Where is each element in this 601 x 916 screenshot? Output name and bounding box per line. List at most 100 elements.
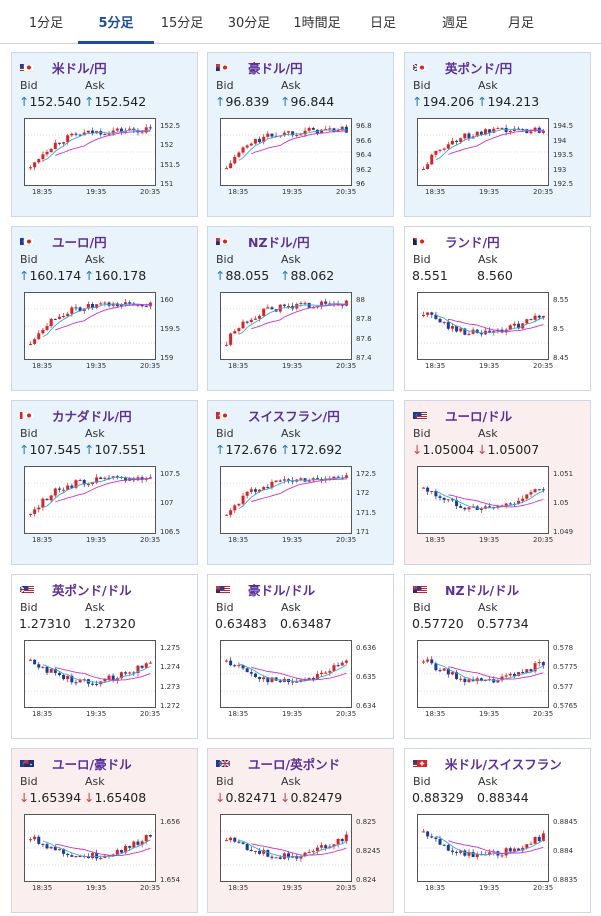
mini-candle-chart[interactable]: 1.051 1.05 1.049 18:35 19:35 20:35	[413, 464, 583, 559]
eu-gb-flag-icon	[216, 758, 231, 768]
currency-pair-title[interactable]: カナダドル/円	[20, 407, 132, 424]
ma-slow-line	[251, 130, 347, 155]
mini-candle-chart[interactable]: 160 159.5 159 18:35 19:35 20:35	[20, 290, 190, 385]
mini-candle-chart[interactable]: 0.8845 0.884 0.8835 18:35 19:35 20:35	[413, 812, 583, 907]
currency-card[interactable]: 米ドル/スイスフラン Bid Ask 0.88329 0.88344 0.884…	[404, 748, 591, 913]
candle-body	[430, 836, 434, 838]
candle-body	[49, 149, 53, 152]
currency-pair-title[interactable]: NZドル/ドル	[413, 581, 519, 598]
currency-pair-title[interactable]: ランド/円	[413, 233, 500, 250]
currency-pair-title[interactable]: 英ポンド/ドル	[19, 581, 132, 598]
candle-body	[434, 314, 438, 319]
candle-body	[324, 672, 328, 674]
currency-card[interactable]: 英ポンド/円 Bid Ask ↑194.206 ↑194.213 194.5 19…	[404, 52, 591, 217]
currency-pair-title[interactable]: スイスフラン/円	[216, 407, 340, 424]
candle-body	[37, 159, 41, 163]
candle-body	[541, 315, 545, 318]
candle-body	[504, 675, 508, 677]
currency-card[interactable]: NZドル/円 Bid Ask ↑88.055 ↑88.062 88 87.8 87.…	[207, 226, 394, 391]
candle-body	[299, 478, 303, 480]
ma-fast-line	[238, 302, 347, 335]
currency-card[interactable]: 米ドル/円 Bid Ask ↑152.540 ↑152.542 152.5 152…	[11, 52, 198, 217]
currency-card[interactable]: ユーロ/円 Bid Ask ↑160.174 ↑160.178 160 159.5…	[11, 226, 198, 391]
currency-card[interactable]: ユーロ/英ポンド Bid Ask ↓0.82471 ↓0.82479 0.825…	[207, 748, 394, 913]
y-axis-tick: 160	[160, 296, 174, 304]
currency-card[interactable]: ランド/円 Bid Ask 8.551 8.560 8.55 8.5 8.45 18:…	[404, 226, 591, 391]
trend-arrow-icon: ↓	[477, 442, 488, 457]
mini-candle-chart[interactable]: 0.578 0.5775 0.577 0.5765 18:35 19:35 20:35	[413, 638, 583, 733]
candle-body	[237, 841, 241, 843]
mini-candle-chart[interactable]: 0.825 0.8245 0.824 18:35 19:35 20:35	[216, 812, 386, 907]
currency-card[interactable]: スイスフラン/円 Bid Ask ↑172.676 ↑172.692 172.5…	[207, 400, 394, 565]
candle-body	[144, 306, 148, 308]
candle-body	[49, 669, 53, 673]
bid-value: 1.27310	[19, 616, 71, 631]
candle-body	[270, 307, 274, 310]
candle-body	[253, 850, 257, 852]
currency-pair-title[interactable]: 米ドル/スイスフラン	[413, 755, 562, 772]
mini-candle-chart[interactable]: 88 87.8 87.6 87.4 18:35 19:35 20:35	[216, 290, 386, 385]
tab-5[interactable]: 日足	[369, 16, 396, 31]
mini-candle-chart[interactable]: 172.5 172 171.5 171 18:35 19:35 20:35	[216, 464, 386, 559]
candle-body	[422, 169, 425, 171]
currency-card[interactable]: 豪ドル/円 Bid Ask ↑96.839 ↑96.844 96.8 96.6 96…	[207, 52, 394, 217]
mini-candle-chart[interactable]: 1.275 1.274 1.273 1.272 18:35 19:35 20:35	[20, 638, 190, 733]
currency-pair-title[interactable]: 英ポンド/円	[412, 59, 512, 76]
currency-pair-title[interactable]: NZドル/円	[216, 233, 310, 250]
candle-body	[291, 681, 295, 683]
tab-0[interactable]: 1分足	[28, 16, 64, 31]
mini-candle-chart[interactable]: 8.55 8.5 8.45 18:35 19:35 20:35	[413, 290, 583, 385]
candle-body	[229, 510, 233, 515]
ask-value: ↑96.844	[280, 94, 335, 109]
currency-card[interactable]: 豪ドル/ドル Bid Ask 0.63483 0.63487 0.636 0.63…	[207, 574, 394, 739]
candle-body	[119, 304, 123, 307]
candle-body	[299, 302, 303, 304]
tab-6[interactable]: 週足	[441, 16, 468, 31]
mini-candle-chart[interactable]: 0.636 0.635 0.634 18:35 19:35 20:35	[216, 638, 386, 733]
candle-body	[124, 302, 128, 305]
mini-candle-chart[interactable]: 96.8 96.6 96.4 96.2 96 18:35 19:35 20:35	[216, 116, 386, 211]
candle-body	[57, 849, 61, 851]
mini-candle-chart[interactable]: 194.5 194 193.5 193 192.5 18:35 19:35 20:35	[413, 116, 583, 211]
candle-body	[132, 128, 136, 131]
x-axis-tick: 18:35	[32, 188, 53, 196]
tab-3[interactable]: 30分足	[227, 16, 271, 31]
currency-pair-title[interactable]: ユーロ/円	[20, 233, 107, 250]
candle-body	[241, 147, 245, 153]
candle-body	[74, 480, 78, 488]
currency-card[interactable]: ユーロ/ドル Bid Ask ↓1.05004 ↓1.05007 1.051 1.…	[404, 400, 591, 565]
mini-candle-chart[interactable]: 1.656 1.654 18:35 19:35 20:35	[20, 812, 190, 907]
candle-body	[91, 482, 94, 485]
currency-card[interactable]: 英ポンド/ドル Bid Ask 1.27310 1.27320 1.275 1.2…	[11, 574, 198, 739]
candle-body	[274, 135, 278, 137]
candle-body	[270, 856, 274, 858]
candle-body	[529, 319, 533, 321]
candle-body	[426, 487, 430, 492]
currency-pair-title[interactable]: 豪ドル/ドル	[216, 581, 315, 598]
currency-pair-title[interactable]: ユーロ/ドル	[413, 407, 512, 424]
candle-body	[521, 672, 525, 674]
trend-arrow-icon: ↑	[84, 268, 95, 283]
candle-body	[311, 677, 315, 680]
currency-pair-title[interactable]: ユーロ/英ポンド	[216, 755, 340, 772]
candle-body	[45, 666, 49, 673]
bid-label: Bid	[413, 601, 431, 614]
tab-7[interactable]: 月足	[507, 16, 534, 31]
currency-card[interactable]: ユーロ/豪ドル Bid Ask ↓1.65394 ↓1.65408 1.656 1…	[11, 748, 198, 913]
bid-label: Bid	[413, 79, 431, 92]
candle-body	[241, 495, 245, 504]
currency-card[interactable]: NZドル/ドル Bid Ask 0.57720 0.57734 0.578 0.5…	[404, 574, 591, 739]
y-axis-tick: 1.273	[160, 682, 181, 691]
tab-4[interactable]: 1時間足	[293, 16, 341, 31]
currency-card[interactable]: カナダドル/円 Bid Ask ↑107.545 ↑107.551 107.5 1…	[11, 400, 198, 565]
currency-pair-title[interactable]: 豪ドル/円	[216, 59, 303, 76]
mini-candle-chart[interactable]: 107.5 107 106.5 18:35 19:35 20:35	[20, 464, 190, 559]
currency-pair-title[interactable]: ユーロ/豪ドル	[20, 755, 132, 772]
ma-fast-line	[238, 476, 347, 509]
tab-1[interactable]: 5分足	[78, 0, 154, 44]
tab-2[interactable]: 15分足	[160, 16, 204, 31]
currency-pair-title[interactable]: 米ドル/円	[20, 59, 107, 76]
bid-value: ↓1.05004	[412, 442, 475, 457]
candle-body	[344, 834, 348, 842]
mini-candle-chart[interactable]: 152.5 152 151.5 151 18:35 19:35 20:35	[20, 116, 190, 211]
